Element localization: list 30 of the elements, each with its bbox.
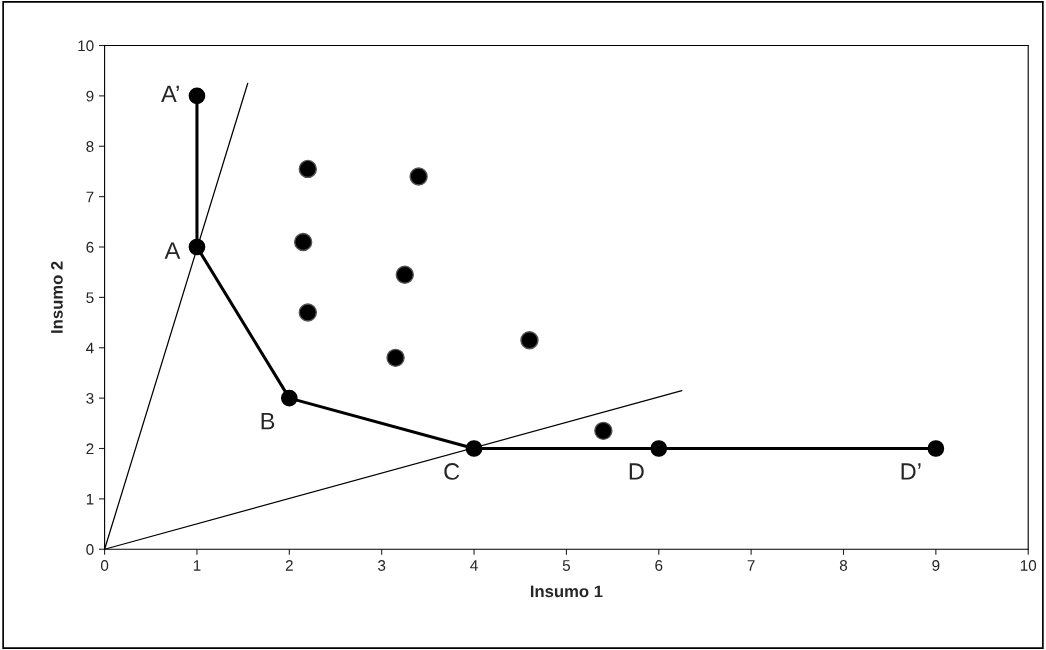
y-tick-label: 9	[86, 90, 94, 102]
x-tick-label: 1	[193, 560, 201, 571]
annotation: B	[261, 412, 275, 430]
y-tick-label: 8	[86, 141, 94, 152]
x-tick-label: 10	[1020, 560, 1037, 571]
y-tick-label: 2	[86, 443, 94, 455]
y-axis-title: Insumo 2	[50, 261, 63, 333]
x-tick-label: 0	[100, 560, 109, 571]
x-tick-label: 6	[655, 560, 663, 571]
annotation: A	[164, 242, 181, 259]
annotation: D	[629, 463, 644, 480]
x-tick-label: 5	[562, 560, 571, 571]
y-tick-label: 4	[86, 342, 94, 354]
y-tick-label: 1	[86, 493, 94, 505]
annotation: C	[444, 463, 460, 480]
x-tick-label: 8	[839, 560, 848, 571]
x-axis-title: Insumo 1	[530, 585, 603, 598]
x-tick-label: 4	[470, 560, 478, 571]
y-tick-label: 10	[78, 40, 94, 52]
y-tick-label: 5	[86, 292, 94, 304]
x-tick-label: 2	[285, 560, 293, 571]
x-tick-label: 9	[932, 560, 940, 571]
y-tick-label: 7	[86, 191, 94, 203]
annotation: D’	[901, 463, 921, 480]
annotation: A’	[161, 85, 179, 102]
y-tick-label: 3	[86, 392, 94, 404]
x-tick-label: 3	[378, 560, 386, 571]
y-tick-label: 0	[86, 544, 94, 555]
y-tick-label: 6	[86, 241, 94, 253]
x-tick-label: 7	[747, 560, 755, 571]
